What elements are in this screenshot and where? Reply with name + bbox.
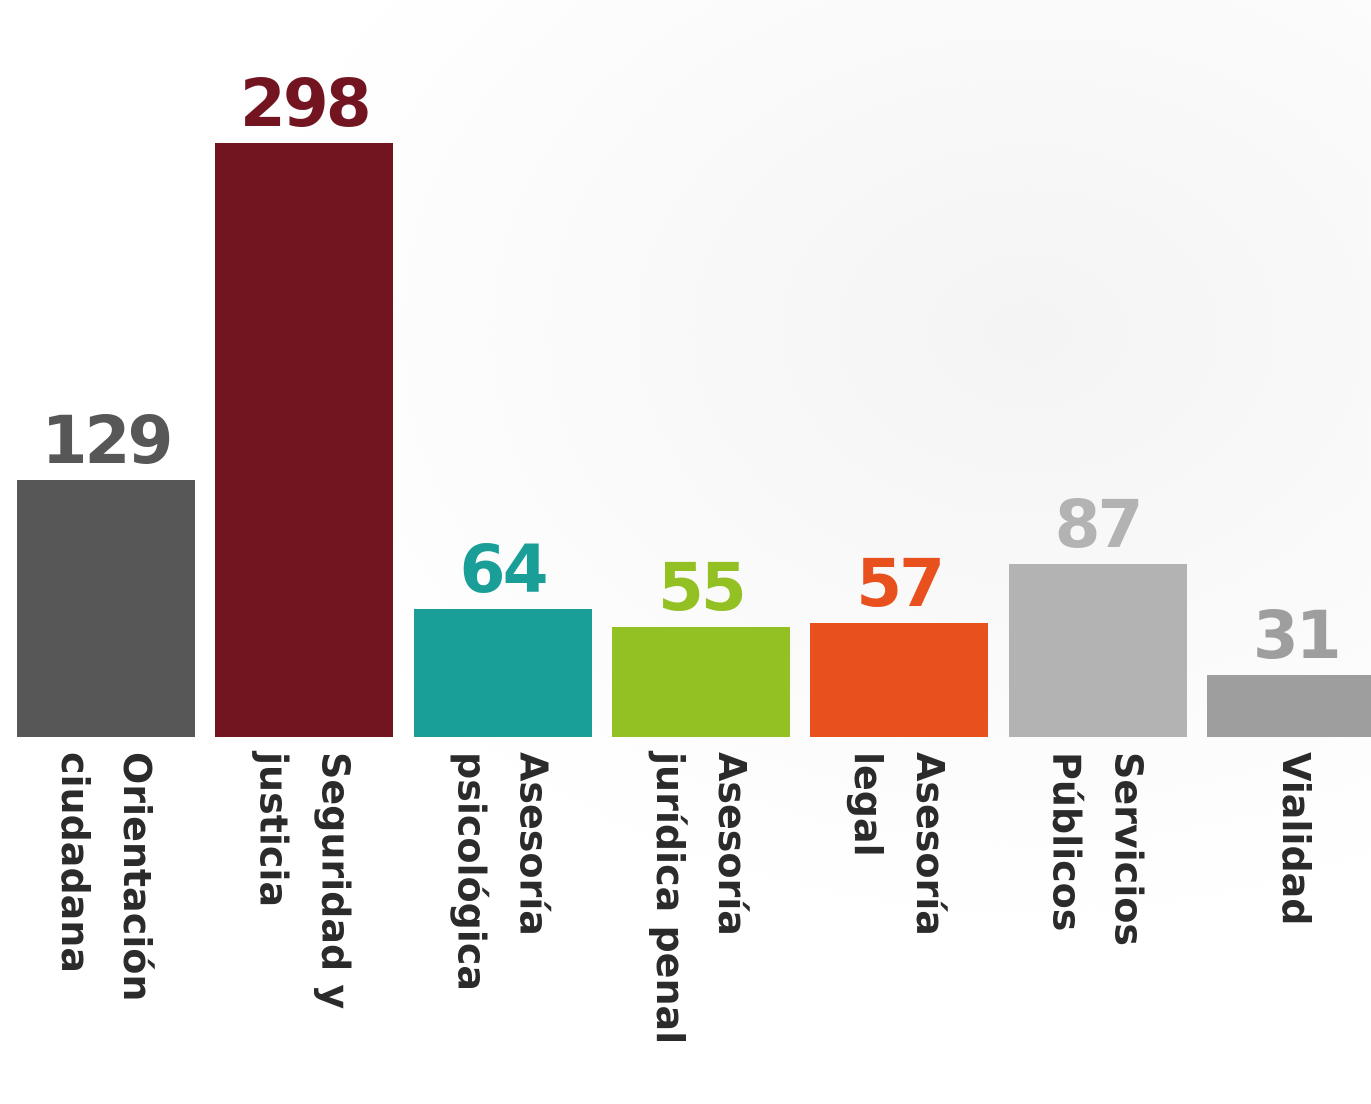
- category-label: Asesoría psicológica: [449, 752, 556, 992]
- category-label: Asesoría jurídica penal: [647, 752, 754, 1045]
- category-label-box: Asesoría psicológica: [414, 752, 592, 991]
- category-label-box: Seguridad y justicia: [215, 752, 393, 1009]
- bar: [413, 609, 592, 737]
- category-label: Vialidad: [1273, 752, 1318, 926]
- category-label-box: Asesoría legal: [810, 752, 988, 936]
- bar: [17, 479, 195, 737]
- bar: [810, 623, 989, 737]
- value-label: 129: [41, 401, 174, 479]
- category-label-box: Orientación ciudadana: [17, 752, 195, 1001]
- bar: [611, 627, 790, 737]
- value-label: 57: [856, 545, 945, 623]
- category-label: Asesoría legal: [846, 752, 953, 936]
- category-label: Servicios Públicos: [1044, 752, 1151, 946]
- category-label: Seguridad y justicia: [251, 752, 358, 1010]
- bar: [1008, 563, 1187, 737]
- value-label: 31: [1252, 597, 1342, 675]
- bar: [215, 143, 394, 737]
- category-label: Orientación ciudadana: [53, 752, 159, 1002]
- value-label: 55: [657, 549, 747, 627]
- value-label: 298: [239, 65, 372, 142]
- category-label-box: Asesoría jurídica penal: [612, 752, 790, 1044]
- bar: [1206, 675, 1371, 737]
- value-label: 64: [459, 531, 549, 609]
- category-label-box: Servicios Públicos: [1009, 752, 1187, 946]
- value-label: 87: [1054, 485, 1144, 563]
- category-label-box: Vialidad: [1207, 752, 1371, 926]
